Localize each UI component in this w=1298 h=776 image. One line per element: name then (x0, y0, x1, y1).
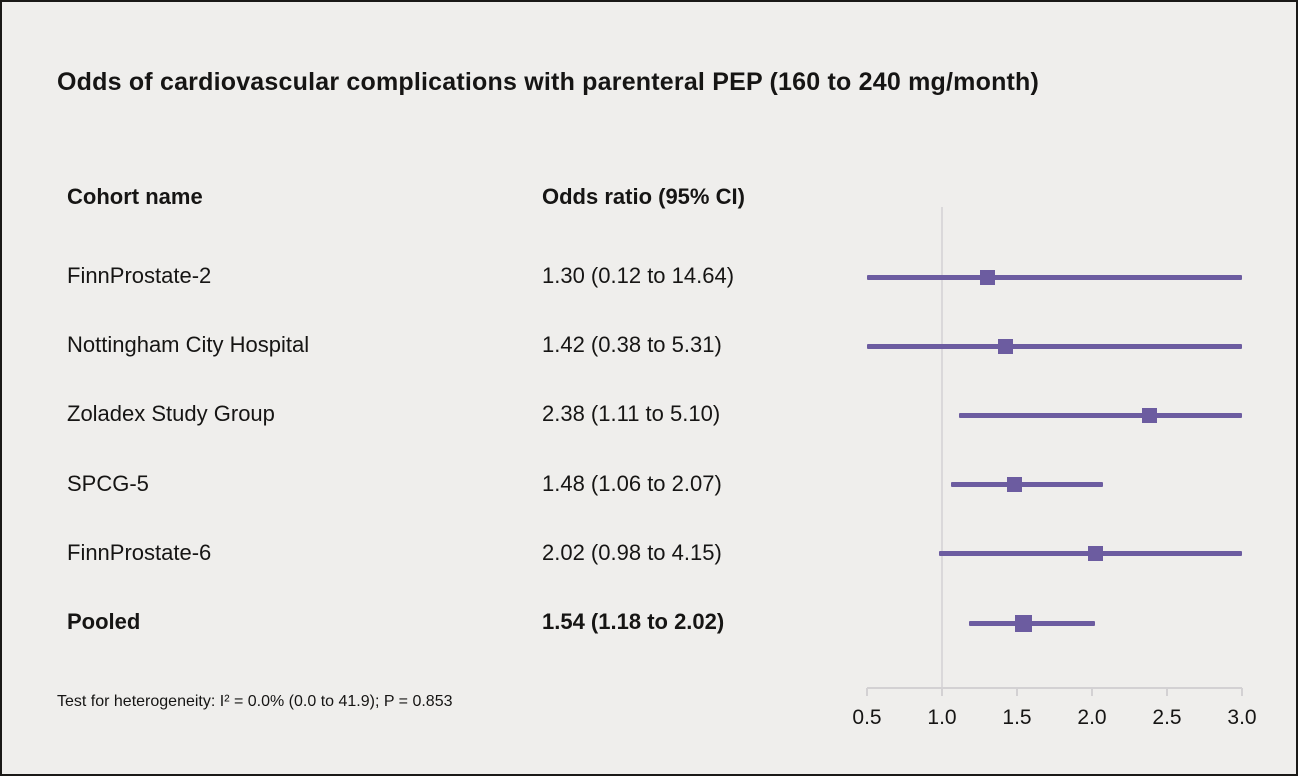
x-axis-tick (941, 688, 943, 696)
heterogeneity-note: Test for heterogeneity: I² = 0.0% (0.0 t… (57, 693, 453, 710)
cohort-name: Pooled (67, 609, 141, 634)
or-ci-value: 1.48 (1.06 to 2.07) (542, 470, 722, 496)
chart-title: Odds of cardiovascular complications wit… (57, 68, 1040, 96)
x-axis-line (867, 687, 1242, 689)
cohort-name: FinnProstate-2 (67, 263, 212, 288)
x-axis-tick (866, 688, 868, 696)
reference-line (941, 207, 943, 687)
or-marker (997, 338, 1013, 354)
ci-line (951, 482, 1103, 488)
x-axis-tick-label: 1.0 (927, 706, 957, 729)
or-marker (1087, 546, 1103, 562)
or-marker (979, 269, 995, 285)
cohort-name: FinnProstate-6 (67, 539, 212, 565)
ci-line (867, 343, 1242, 349)
x-axis-tick-label: 2.5 (1152, 706, 1182, 729)
cohort-name: SPCG-5 (67, 470, 149, 496)
cohort-name: Nottingham City Hospital (67, 332, 310, 358)
x-axis-tick-label: 3.0 (1227, 706, 1257, 729)
x-axis-tick (1241, 688, 1243, 696)
x-axis-tick-label: 0.5 (852, 706, 882, 729)
cohort-name: Zoladex Study Group (67, 401, 275, 427)
x-axis-tick-label: 1.5 (1002, 706, 1032, 729)
ci-line (969, 620, 1095, 626)
column-header-cohort-name: Cohort name (67, 184, 203, 209)
x-axis-tick (1016, 688, 1018, 696)
x-axis-tick (1091, 688, 1093, 696)
column-header-odds-ratio: Odds ratio (95% CI) (542, 184, 745, 209)
or-marker (1014, 614, 1032, 632)
or-marker (1006, 477, 1022, 493)
or-ci-value: 1.42 (0.38 to 5.31) (542, 332, 722, 358)
or-ci-value: 2.38 (1.11 to 5.10) (542, 401, 721, 427)
or-marker (1141, 407, 1157, 423)
x-axis-tick (1166, 688, 1168, 696)
x-axis-tick-label: 2.0 (1077, 706, 1107, 729)
ci-line (958, 412, 1242, 418)
or-ci-value: 1.30 (0.12 to 14.64) (542, 263, 735, 288)
or-ci-value: 2.02 (0.98 to 4.15) (542, 539, 722, 565)
or-ci-value: 1.54 (1.18 to 2.02) (542, 609, 725, 634)
ci-line (867, 274, 1242, 280)
